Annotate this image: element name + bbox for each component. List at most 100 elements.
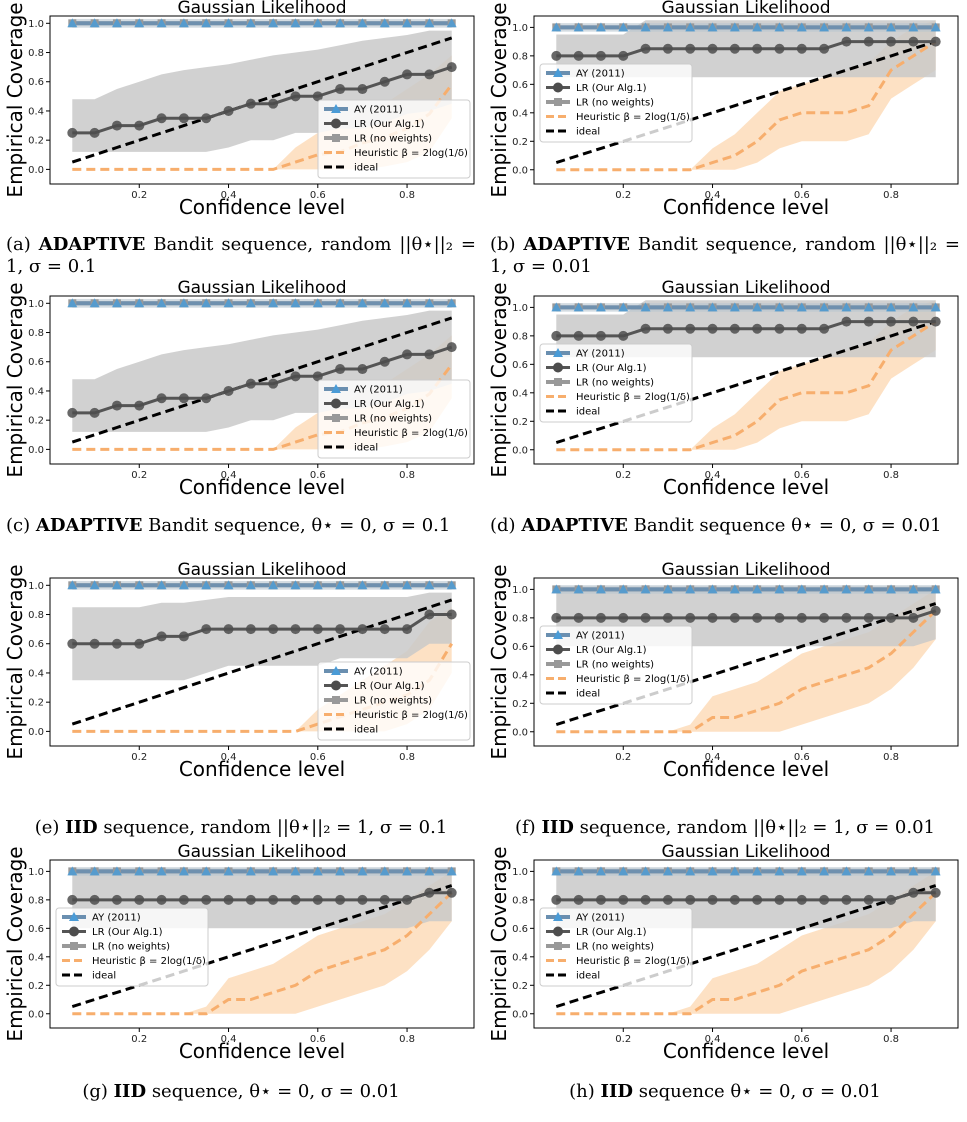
lr-point [223,385,234,396]
legend-lr-no-weights: LR (no weights) [354,414,432,425]
legend-ay: AY (2011) [576,631,625,642]
lr-point [819,612,830,623]
ay-point [134,18,145,28]
ay-point [335,18,346,28]
ay-point [312,866,323,876]
lr-point [290,894,301,905]
chart-e: Gaussian Likelihood 0.2 0.4 0.6 0.8 0.0 0.2 0.4… [3,562,475,781]
legend-ay-marker [331,104,341,113]
lr-point [357,84,368,95]
ay-point [268,866,279,876]
legend: AY (2011) LR (Our Alg.1) LR (no weights) He… [539,63,693,143]
ay-point [774,866,785,876]
y-tick-label: 0.0 [512,727,528,738]
y-tick-label: 0.0 [28,1009,44,1020]
legend-lr: LR (Our Alg.1) [354,399,425,410]
lr-point [774,612,785,623]
x-axis-label: Confidence level [663,757,829,781]
heuristic-band [556,871,936,1014]
caption-a: (a) ADAPTIVE Bandit sequence, random ||θ… [6,234,476,277]
chart-g: Gaussian Likelihood 0.2 0.4 0.6 0.8 0.0 0.2 0.4… [3,844,475,1063]
ideal-line [71,316,453,444]
legend-heuristic: Heuristic β = 2log(1/δ) [354,428,468,439]
ay-point [379,866,390,876]
legend-ay-marker [553,348,563,357]
legend: AY (2011) LR (Our Alg.1) LR (no weights) He… [55,907,209,987]
lr-point [268,894,279,905]
ay-point [357,866,368,876]
lr-point [424,349,435,360]
legend-ideal: ideal [92,971,116,982]
ay-point [67,866,78,876]
axes-frame [533,295,959,465]
legend-lr-no-weights: LR (no weights) [576,378,654,389]
lr-point [335,84,346,95]
lr-point [886,36,897,47]
x-tick-label: 0.8 [399,1034,415,1045]
lr-point [312,371,323,382]
x-tick-label: 0.8 [883,190,899,201]
heuristic-line [72,83,453,171]
chart-title: Gaussian Likelihood [661,562,830,580]
ay-point [178,298,189,308]
legend-box [539,63,693,143]
ay-point [819,584,830,594]
ay-point [111,866,122,876]
ay-point [290,18,301,28]
ay-point [111,298,122,308]
ay-point [67,298,78,308]
legend-ay: AY (2011) [576,913,625,924]
legend-ay: AY (2011) [576,69,625,80]
lr-point [729,612,740,623]
ideal-line [555,320,937,445]
lr-point [573,50,584,61]
lr-point [841,894,852,905]
ay-point [178,866,189,876]
legend-lr-marker [553,82,563,93]
ay-point [268,18,279,28]
lr-point [156,393,167,404]
lr-point [268,98,279,109]
caption-f: (f) IID sequence, random ||θ⋆||₂ = 1, σ … [514,817,936,838]
lr-point [67,407,78,418]
lr-point [111,638,122,649]
ay-point [201,580,212,590]
y-tick-label: 0.0 [512,1009,528,1020]
ay-point [796,22,807,32]
ay-point [886,584,897,594]
x-tick-label: 0.8 [883,752,899,763]
y-tick-label: 0.8 [512,895,528,906]
ay-point [863,866,874,876]
lr-point [357,364,368,375]
y-tick-label: 0.6 [28,924,44,935]
ay-point [774,584,785,594]
ay-point [290,580,301,590]
y-tick-label: 0.6 [512,924,528,935]
heuristic-line [72,363,453,451]
lr-point [111,894,122,905]
ay-point [223,298,234,308]
lr-point [312,91,323,102]
ay-point [223,18,234,28]
lr-point [446,609,457,620]
legend-box [317,379,471,459]
y-axis-label: Empirical Coverage [3,564,27,759]
legend-heuristic: Heuristic β = 2log(1/δ) [576,956,690,967]
y-tick-label: 1.0 [28,867,44,878]
ay-point [752,22,763,32]
ay-point [841,302,852,312]
legend-lrnw-marker [332,696,340,704]
chart-a: Gaussian Likelihood 0.2 0.4 0.6 0.8 0.0 0.2 0.4… [3,0,475,219]
ay-point [134,298,145,308]
legend-lr: LR (Our Alg.1) [576,363,647,374]
ay-point [402,18,413,28]
legend-ideal: ideal [354,725,378,736]
legend-lr-marker [331,680,341,691]
ay-point [573,302,584,312]
x-tick-label: 0.8 [883,1034,899,1045]
chart-panel-c: Gaussian Likelihood 0.2 0.4 0.6 0.8 0.0 0.2 0.4… [0,280,483,558]
ay-point [379,18,390,28]
lr-point [156,631,167,642]
x-tick-label: 0.4 [221,470,237,481]
lr-point [640,43,651,54]
